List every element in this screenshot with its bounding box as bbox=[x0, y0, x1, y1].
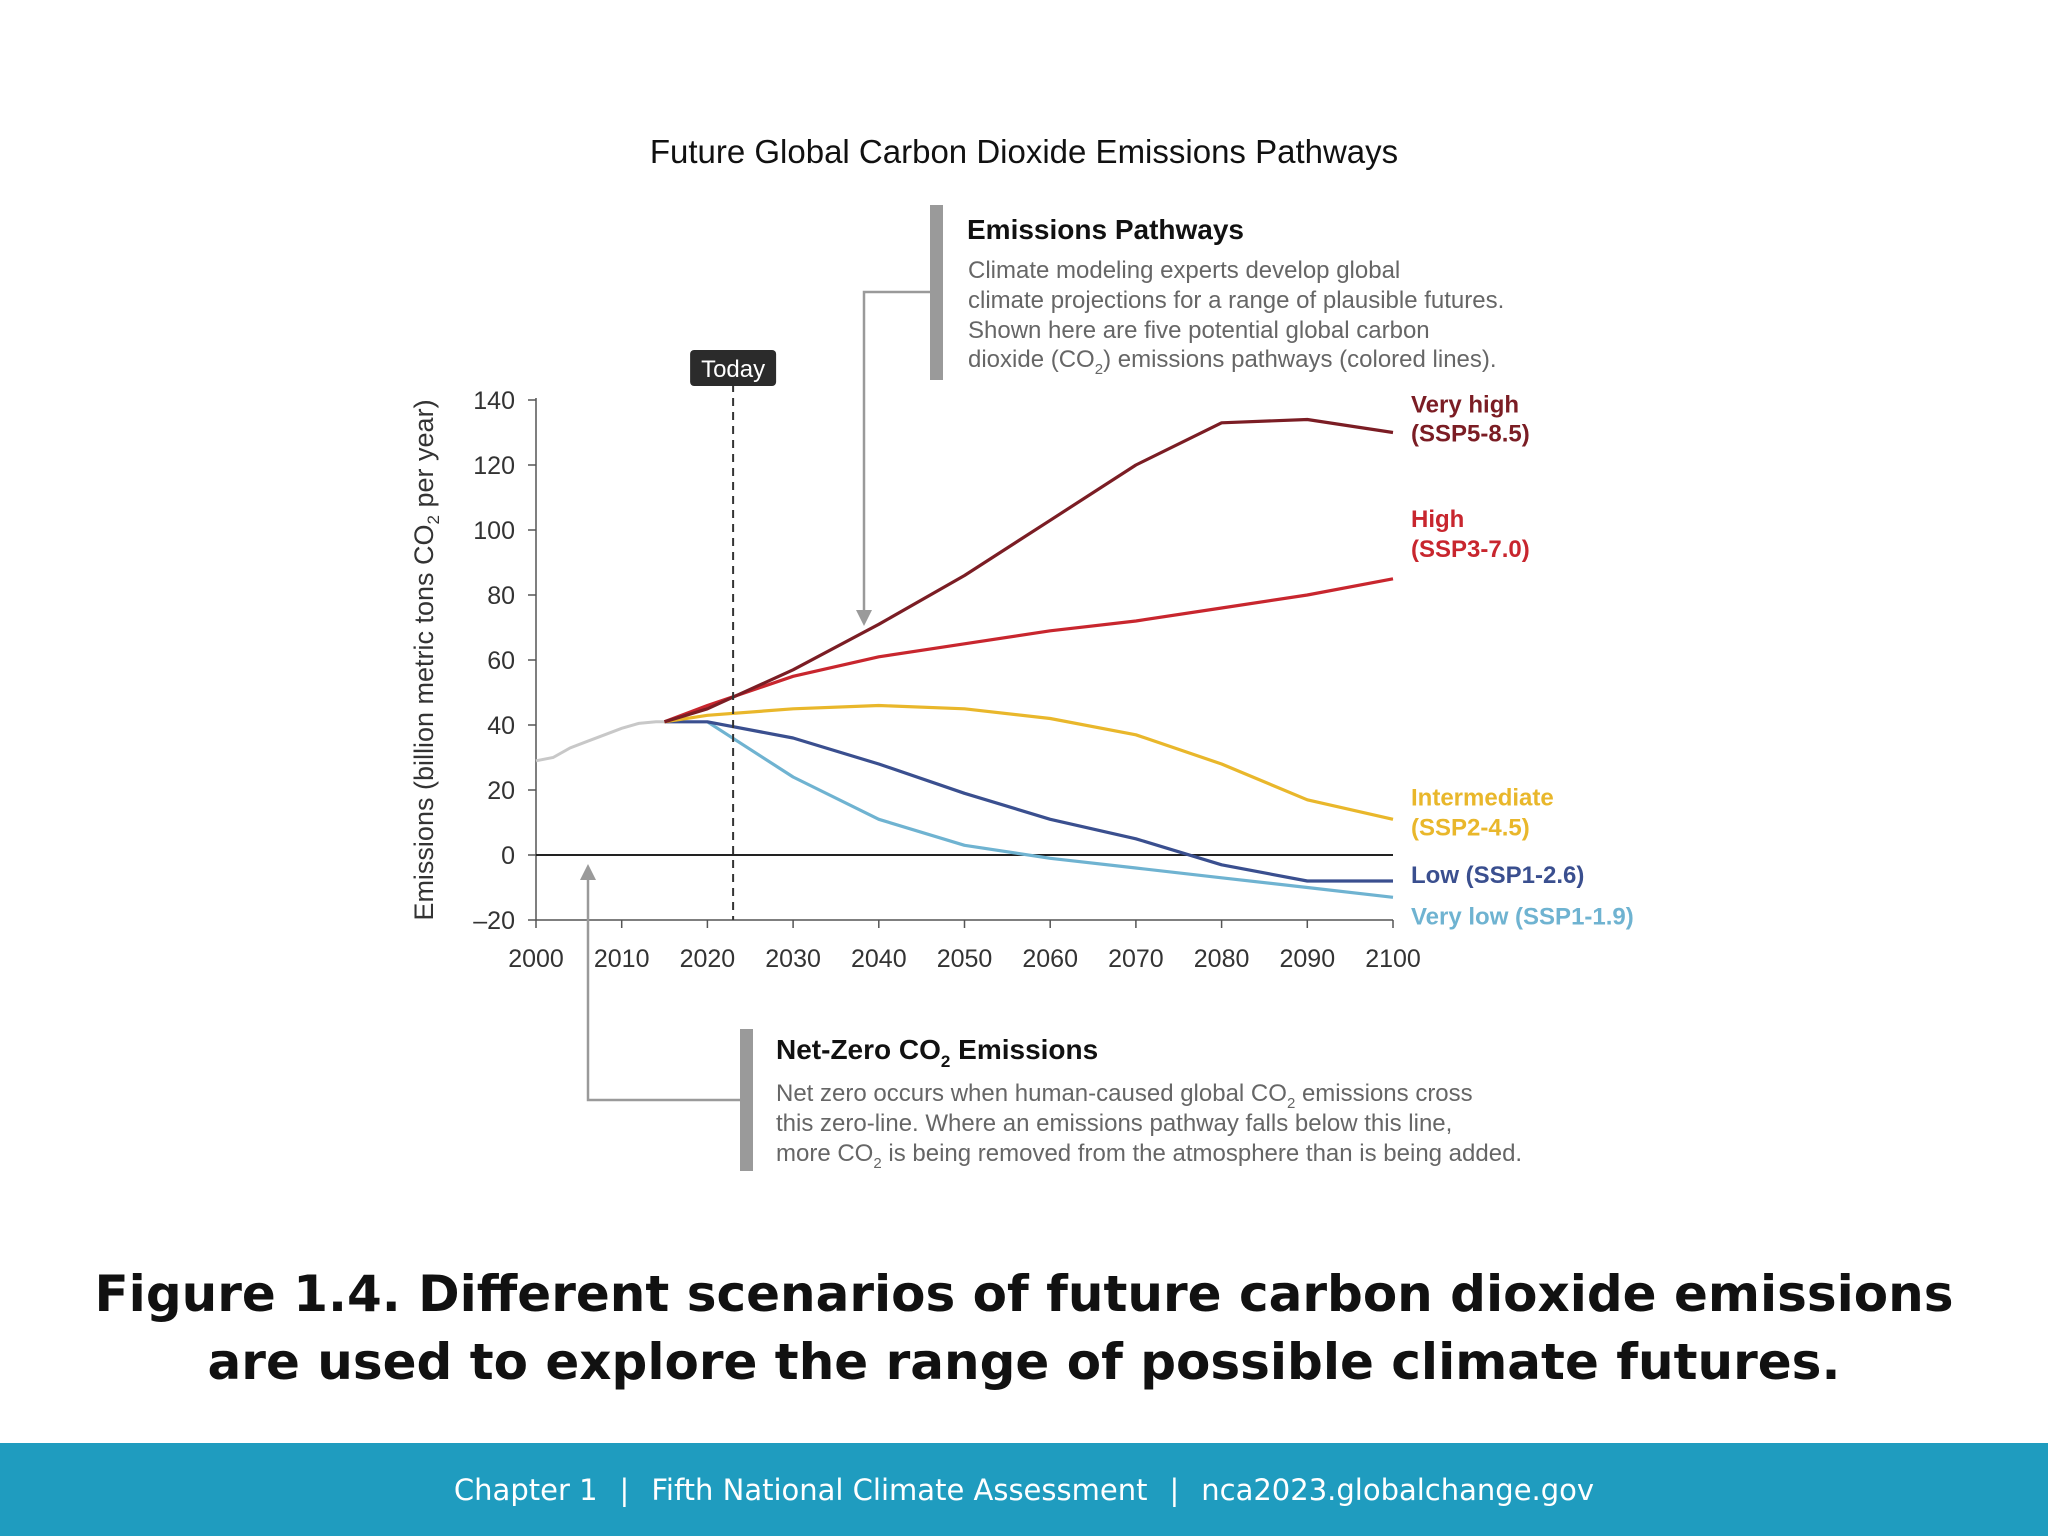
netzero-annotation-title: Net-Zero CO2 Emissions bbox=[776, 1034, 1098, 1071]
series-line bbox=[664, 703, 1394, 821]
footer-separator: | bbox=[1169, 1472, 1180, 1507]
chart-title: Future Global Carbon Dioxide Emissions P… bbox=[650, 133, 1398, 170]
y-tick-label: 40 bbox=[487, 712, 515, 740]
series-label: Intermediate bbox=[1411, 784, 1554, 811]
series-label: Very low (SSP1-1.9) bbox=[1411, 903, 1634, 930]
x-tick-label: 2050 bbox=[937, 945, 993, 973]
series-label: Low (SSP1-2.6) bbox=[1411, 862, 1584, 889]
series-label: (SSP5-8.5) bbox=[1411, 421, 1530, 448]
pathways-annotation-line: climate projections for a range of plaus… bbox=[968, 287, 1504, 314]
x-tick-label: 2010 bbox=[594, 945, 650, 973]
footer-chapter: Chapter 1 bbox=[453, 1472, 598, 1507]
historical-line bbox=[535, 720, 665, 763]
footer-report-name: Fifth National Climate Assessment bbox=[651, 1472, 1148, 1507]
series-labels: Very high(SSP5-8.5) High (SSP3-7.0) Interme… bbox=[1411, 392, 1634, 931]
pathways-annotation-line: Shown here are five potential global car… bbox=[968, 317, 1430, 344]
netzero-annotation-line: Net zero occurs when human-caused global… bbox=[776, 1080, 1473, 1112]
pathways-annotation-line: Climate modeling experts develop global bbox=[968, 257, 1400, 284]
netzero-annotation-arrow-line bbox=[586, 878, 740, 1102]
today-label: Today bbox=[701, 356, 765, 383]
series-label: High bbox=[1411, 506, 1464, 533]
series-lines bbox=[535, 417, 1394, 899]
series-line bbox=[664, 417, 1394, 724]
y-tick-label: 140 bbox=[473, 387, 515, 415]
netzero-annotation-line: more CO2 is being removed from the atmos… bbox=[776, 1140, 1522, 1172]
pathways-annotation-bar bbox=[930, 205, 943, 380]
pathways-annotation-arrowhead bbox=[856, 610, 872, 626]
y-tick-label: 60 bbox=[487, 647, 515, 675]
y-tick-label: 20 bbox=[487, 777, 515, 805]
footer-bar: Chapter 1 | Fifth National Climate Asses… bbox=[0, 1443, 2048, 1536]
series-line bbox=[706, 720, 1394, 899]
today-label-box bbox=[690, 350, 777, 386]
footer-website-link[interactable]: nca2023.globalchange.gov bbox=[1201, 1472, 1595, 1507]
chart: Future Global Carbon Dioxide Emissions P… bbox=[409, 133, 1634, 1172]
x-tick-label: 2070 bbox=[1108, 945, 1164, 973]
x-tick-label: 2090 bbox=[1279, 945, 1335, 973]
footer-separator: | bbox=[619, 1472, 630, 1507]
netzero-annotation-line: this zero-line. Where an emissions pathw… bbox=[776, 1110, 1452, 1137]
x-tick-label: 2000 bbox=[508, 945, 564, 973]
y-tick-label: 120 bbox=[473, 452, 515, 480]
y-tick-label: 100 bbox=[473, 517, 515, 545]
y-tick-label: 0 bbox=[501, 842, 515, 870]
netzero-annotation-bar bbox=[740, 1029, 753, 1171]
pathways-annotation-arrow-line bbox=[862, 290, 930, 612]
netzero-annotation-arrowhead bbox=[580, 864, 596, 880]
series-label: (SSP3-7.0) bbox=[1411, 536, 1530, 563]
figure-caption: Figure 1.4. Different scenarios of futur… bbox=[0, 1260, 2048, 1396]
series-label: (SSP2-4.5) bbox=[1411, 814, 1530, 841]
series-label: Very high bbox=[1411, 392, 1519, 419]
y-axis-title: Emissions (billion metric tons CO2 per y… bbox=[409, 399, 443, 920]
x-tick-label: 2040 bbox=[851, 945, 907, 973]
axis-ticks: 2000 2010 2020 2030 2040 2050 2060 2070 2080 2090… bbox=[473, 387, 1421, 973]
y-tick-label: –20 bbox=[473, 907, 515, 935]
netzero-annotation: Net-Zero CO2 Emissions Net zero occurs w… bbox=[580, 864, 1522, 1172]
y-tick-label: 80 bbox=[487, 582, 515, 610]
x-tick-label: 2020 bbox=[680, 945, 736, 973]
pathways-annotation-line: dioxide (CO2) emissions pathways (colore… bbox=[968, 346, 1497, 378]
series-line bbox=[664, 720, 1393, 883]
pathways-annotation-title: Emissions Pathways bbox=[967, 214, 1244, 245]
today-marker: Today bbox=[690, 350, 777, 920]
x-tick-label: 2080 bbox=[1194, 945, 1250, 973]
x-tick-label: 2100 bbox=[1365, 945, 1421, 973]
figure-caption-line: are used to explore the range of possibl… bbox=[207, 1333, 1841, 1391]
x-tick-label: 2060 bbox=[1022, 945, 1078, 973]
figure-caption-line: Figure 1.4. Different scenarios of futur… bbox=[94, 1265, 1954, 1323]
pathways-annotation: Emissions Pathways Climate modeling expe… bbox=[856, 205, 1504, 626]
series-line bbox=[663, 577, 1394, 724]
chart-axes bbox=[535, 398, 1393, 921]
x-tick-label: 2030 bbox=[765, 945, 821, 973]
